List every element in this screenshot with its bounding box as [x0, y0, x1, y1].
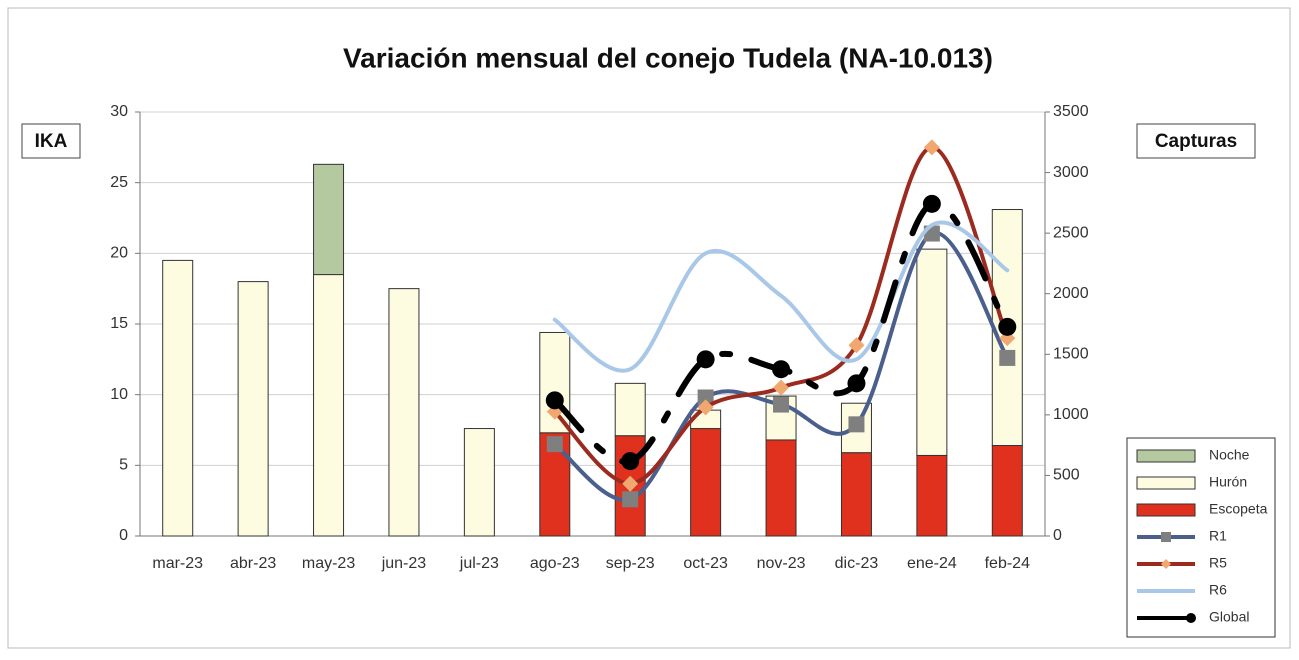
legend-label: R5 — [1209, 555, 1227, 571]
y2-tick-label: 1000 — [1053, 406, 1089, 423]
marker — [999, 349, 1016, 366]
y-tick-label: 0 — [119, 527, 128, 544]
marker — [847, 374, 866, 393]
bar-segment — [237, 281, 269, 537]
y2-tick-label: 500 — [1053, 467, 1080, 484]
marker — [773, 396, 790, 413]
legend-label: R6 — [1209, 582, 1227, 598]
bar-segment — [765, 439, 797, 537]
x-tick-label: abr-23 — [230, 555, 276, 572]
y2-tick-label: 3000 — [1053, 164, 1089, 181]
marker — [697, 399, 714, 416]
y2-tick-label: 2000 — [1053, 285, 1089, 302]
chart-title: Variación mensual del conejo Tudela (NA-… — [343, 42, 993, 73]
x-tick-label: ene-24 — [907, 555, 957, 572]
marker — [622, 475, 639, 492]
bar-segment — [991, 445, 1023, 537]
y2-tick-label: 1500 — [1053, 346, 1089, 363]
legend-label: Noche — [1209, 447, 1250, 463]
bar-segment — [840, 452, 872, 537]
legend-label: Hurón — [1209, 474, 1247, 490]
legend-label: R1 — [1209, 528, 1227, 544]
y2-axis-label: Capturas — [1155, 131, 1237, 152]
marker — [998, 317, 1017, 336]
marker — [545, 391, 564, 410]
x-tick-label: jul-23 — [459, 555, 499, 572]
bar-segment — [916, 454, 948, 537]
y-tick-label: 15 — [110, 315, 128, 332]
bar-segment — [388, 288, 420, 537]
y2-tick-label: 2500 — [1053, 224, 1089, 241]
y2-label-box — [1136, 123, 1256, 159]
legend-label: Escopeta — [1209, 501, 1268, 517]
legend-swatch — [1136, 449, 1196, 463]
y-tick-label: 20 — [110, 245, 128, 262]
bar-segment — [916, 248, 948, 456]
legend-swatch — [1136, 476, 1196, 490]
bar-segment — [463, 428, 495, 537]
x-tick-label: oct-23 — [683, 555, 728, 572]
legend-marker — [1186, 613, 1196, 623]
bar-segment — [313, 163, 345, 276]
legend-marker — [1161, 532, 1171, 542]
y-axis-label: IKA — [35, 131, 68, 152]
x-tick-label: mar-23 — [152, 555, 203, 572]
x-tick-label: sep-23 — [606, 555, 655, 572]
marker — [772, 360, 791, 379]
marker — [773, 379, 790, 396]
marker — [621, 452, 640, 471]
bar-segment — [614, 382, 646, 437]
y-label-box — [21, 123, 81, 159]
marker — [848, 337, 865, 354]
y-tick-label: 5 — [119, 457, 128, 474]
chart-frame — [7, 7, 1291, 649]
marker — [546, 436, 563, 453]
marker — [696, 350, 715, 369]
bar-segment — [313, 274, 345, 537]
legend-label: Global — [1209, 609, 1249, 625]
line — [552, 220, 1010, 373]
bar-segment — [162, 259, 194, 537]
bar-segment — [690, 428, 722, 537]
legend-swatch — [1136, 503, 1196, 517]
y-tick-label: 25 — [110, 174, 128, 191]
marker — [922, 194, 941, 213]
x-tick-label: jun-23 — [381, 555, 427, 572]
marker — [923, 139, 940, 156]
x-tick-label: dic-23 — [835, 555, 879, 572]
legend-marker — [1161, 559, 1171, 569]
x-tick-label: ago-23 — [530, 555, 580, 572]
x-tick-label: nov-23 — [757, 555, 806, 572]
y2-tick-label: 3500 — [1053, 103, 1089, 120]
y-tick-label: 30 — [110, 103, 128, 120]
x-tick-label: feb-24 — [985, 555, 1030, 572]
marker — [848, 416, 865, 433]
y-tick-label: 10 — [110, 386, 128, 403]
marker — [622, 491, 639, 508]
y2-tick-label: 0 — [1053, 527, 1062, 544]
x-tick-label: may-23 — [302, 555, 355, 572]
marker — [697, 389, 714, 406]
